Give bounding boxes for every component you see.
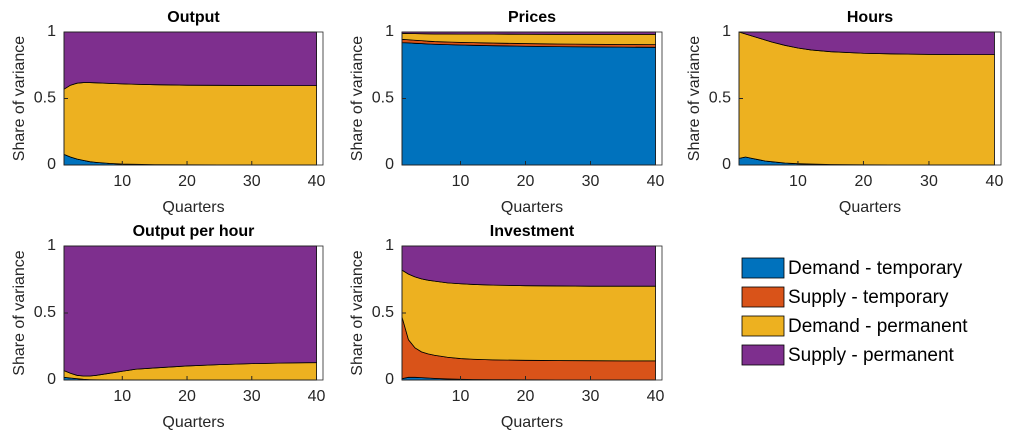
x-tick-label: 30 xyxy=(920,173,938,190)
x-tick-label: 30 xyxy=(243,173,261,190)
x-tick-label: 20 xyxy=(517,388,535,405)
legend-swatch xyxy=(741,257,785,279)
x-axis-label: Quarters xyxy=(501,414,563,431)
x-tick-label: 40 xyxy=(308,173,326,190)
legend-label: Demand - permanent xyxy=(788,316,968,337)
x-axis-label: Quarters xyxy=(162,199,224,216)
y-tick-label: 0.5 xyxy=(34,90,56,107)
y-axis-label: Share of variance xyxy=(11,250,28,376)
x-tick-label: 40 xyxy=(986,173,1004,190)
legend-swatch xyxy=(741,344,785,366)
x-tick-label: 10 xyxy=(113,173,131,190)
y-tick-label: 0 xyxy=(47,371,56,388)
x-axis-label: Quarters xyxy=(162,414,224,431)
chart-title: Investment xyxy=(490,223,575,240)
legend-swatch xyxy=(741,315,785,337)
area xyxy=(63,31,317,90)
y-tick-label: 0 xyxy=(385,156,394,173)
chart-title: Prices xyxy=(508,9,556,26)
y-tick-label: 0.5 xyxy=(372,304,394,321)
legend-swatch xyxy=(741,286,785,308)
x-tick-label: 30 xyxy=(243,388,261,405)
y-axis-label: Share of variance xyxy=(349,250,366,376)
x-tick-label: 40 xyxy=(308,388,326,405)
x-tick-label: 20 xyxy=(517,173,535,190)
chart-title: Output per hour xyxy=(133,223,255,240)
x-axis-label: Quarters xyxy=(839,199,901,216)
area xyxy=(401,42,656,166)
x-tick-label: 20 xyxy=(178,388,196,405)
x-tick-label: 10 xyxy=(452,173,470,190)
y-tick-label: 0 xyxy=(47,156,56,173)
y-tick-label: 1 xyxy=(722,23,731,40)
y-tick-label: 1 xyxy=(385,23,394,40)
y-tick-label: 0.5 xyxy=(34,304,56,321)
x-tick-label: 30 xyxy=(582,173,600,190)
legend: Demand - temporary Supply - temporary Dema… xyxy=(739,251,1007,368)
y-tick-label: 0.5 xyxy=(709,90,731,107)
y-axis-label: Share of variance xyxy=(349,36,366,162)
legend-label: Supply - permanent xyxy=(788,345,955,366)
area xyxy=(401,245,656,287)
y-tick-label: 0 xyxy=(722,156,731,173)
x-tick-label: 40 xyxy=(647,388,665,405)
y-tick-label: 0.5 xyxy=(372,90,394,107)
y-tick-label: 1 xyxy=(385,237,394,254)
x-tick-label: 10 xyxy=(789,173,807,190)
x-tick-label: 40 xyxy=(647,173,665,190)
y-tick-label: 1 xyxy=(47,23,56,40)
y-tick-label: 1 xyxy=(47,237,56,254)
legend-label: Demand - temporary xyxy=(788,258,963,279)
area xyxy=(63,82,317,166)
x-tick-label: 30 xyxy=(582,388,600,405)
x-tick-label: 20 xyxy=(178,173,196,190)
area xyxy=(63,245,317,377)
x-tick-label: 10 xyxy=(113,388,131,405)
y-axis-label: Share of variance xyxy=(11,36,28,162)
x-tick-label: 10 xyxy=(452,388,470,405)
x-tick-label: 20 xyxy=(855,173,873,190)
legend-label: Supply - temporary xyxy=(788,287,949,308)
x-axis-label: Quarters xyxy=(501,199,563,216)
y-axis-label: Share of variance xyxy=(686,36,703,162)
chart-title: Hours xyxy=(847,9,893,26)
y-tick-label: 0 xyxy=(385,371,394,388)
chart-title: Output xyxy=(167,9,220,26)
